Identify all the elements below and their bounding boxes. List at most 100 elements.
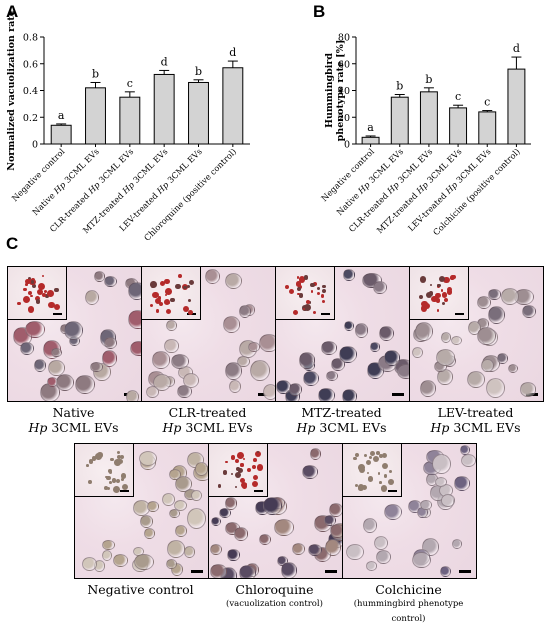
inset-scale-bar xyxy=(254,490,263,492)
bar xyxy=(419,91,438,145)
inset-speckle xyxy=(86,463,89,467)
scale-bar xyxy=(459,570,471,573)
inset-speckle xyxy=(355,453,360,458)
inset-speckle xyxy=(443,276,450,284)
inset-clr xyxy=(142,267,201,320)
cell-decoration xyxy=(345,543,364,561)
cell-decoration xyxy=(307,543,323,557)
cell-decoration xyxy=(139,450,158,467)
inset-speckle xyxy=(116,459,121,465)
cell-decoration xyxy=(378,325,394,342)
inset-speckle xyxy=(252,458,257,462)
y-tick-label: 0 xyxy=(344,140,350,151)
cell-decoration xyxy=(51,348,62,358)
inset-speckle xyxy=(158,301,163,307)
inset-speckle xyxy=(97,452,103,458)
cell-decoration xyxy=(419,379,437,397)
inset-speckle xyxy=(177,274,182,279)
cell-decoration xyxy=(374,536,389,551)
inset-speckle xyxy=(289,289,295,295)
y-tick-label: 0.2 xyxy=(23,113,38,124)
inset-speckle xyxy=(297,287,302,292)
inset-speckle xyxy=(237,452,245,460)
cell-decoration xyxy=(25,321,45,339)
inset-speckle xyxy=(284,285,289,290)
cell-decoration xyxy=(81,556,98,572)
cell-decoration xyxy=(219,507,232,518)
cell-decoration xyxy=(342,269,356,282)
cell-decoration xyxy=(396,363,409,380)
inset-speckle xyxy=(256,450,260,454)
inset-speckle xyxy=(357,484,365,491)
cell-decoration xyxy=(497,353,509,365)
inset-speckle xyxy=(25,283,29,287)
cell-decoration xyxy=(344,320,355,332)
cell-decoration xyxy=(209,543,223,556)
inset-speckle xyxy=(317,286,321,290)
cell-decoration xyxy=(354,323,369,338)
cell-decoration xyxy=(519,382,537,397)
inset-speckle xyxy=(302,307,306,310)
inset-speckle xyxy=(353,456,357,461)
inset-speckle xyxy=(430,295,438,303)
cell-decoration xyxy=(222,316,241,334)
significance-label: a xyxy=(367,121,374,134)
cell-decoration xyxy=(103,336,118,349)
cell-decoration xyxy=(372,280,387,295)
significance-label: a xyxy=(58,109,65,122)
inset-chloroquine xyxy=(209,444,268,497)
y-axis-label: phenotype rate [%] xyxy=(335,40,346,142)
cell-decoration xyxy=(440,331,452,343)
inset-speckle xyxy=(23,287,27,291)
cell-decoration xyxy=(341,389,358,401)
inset-speckle xyxy=(110,457,114,462)
inset-speckle xyxy=(224,460,228,464)
cell-decoration xyxy=(75,375,95,395)
inset-speckle xyxy=(425,291,432,298)
inset-speckle xyxy=(297,292,300,295)
inset-speckle xyxy=(108,468,112,473)
cell-decoration xyxy=(459,445,471,455)
cell-decoration xyxy=(303,370,319,386)
cell-decoration xyxy=(363,517,377,533)
inset-speckle xyxy=(17,301,21,306)
significance-label: c xyxy=(127,77,133,90)
inset-speckle xyxy=(321,288,327,294)
inset-speckle xyxy=(442,292,448,298)
cell-decoration xyxy=(384,350,401,366)
panel-letter-a: A xyxy=(6,2,19,21)
inset-speckle xyxy=(234,458,239,463)
cell-decoration xyxy=(184,546,195,558)
inset-speckle xyxy=(28,276,31,280)
inset-speckle xyxy=(382,452,388,458)
cell-decoration xyxy=(298,352,315,369)
cell-decoration xyxy=(330,524,342,538)
cell-decoration xyxy=(521,305,537,319)
cell-decoration xyxy=(435,349,455,366)
cell-decoration xyxy=(460,454,476,468)
caption-mtz: MTZ-treated Hp 3CML EVs xyxy=(296,405,387,435)
micrograph-row-2 xyxy=(74,443,477,579)
y-axis-label: Normalized vacuolization rate xyxy=(6,10,17,170)
bar xyxy=(478,111,497,145)
inset-speckle xyxy=(295,281,302,288)
inset-speckle xyxy=(237,468,243,474)
inset-speckle xyxy=(383,474,387,478)
micrograph-clr xyxy=(142,267,276,401)
significance-label: c xyxy=(484,96,490,109)
inset-speckle xyxy=(30,295,33,298)
cell-decoration xyxy=(224,496,238,510)
caption-native: Native Hp 3CML EVs xyxy=(28,405,119,435)
cell-decoration xyxy=(281,562,297,578)
inset-speckle xyxy=(88,480,92,484)
inset-speckle xyxy=(440,289,444,293)
inset-speckle xyxy=(320,293,325,298)
inset-speckle xyxy=(376,450,381,455)
inset-speckle xyxy=(418,295,423,300)
inset-speckle xyxy=(367,476,374,482)
cell-decoration xyxy=(291,542,306,556)
inset-speckle xyxy=(91,456,96,461)
inset-speckle xyxy=(120,473,127,480)
cell-decoration xyxy=(227,548,240,562)
cell-decoration xyxy=(259,333,275,352)
